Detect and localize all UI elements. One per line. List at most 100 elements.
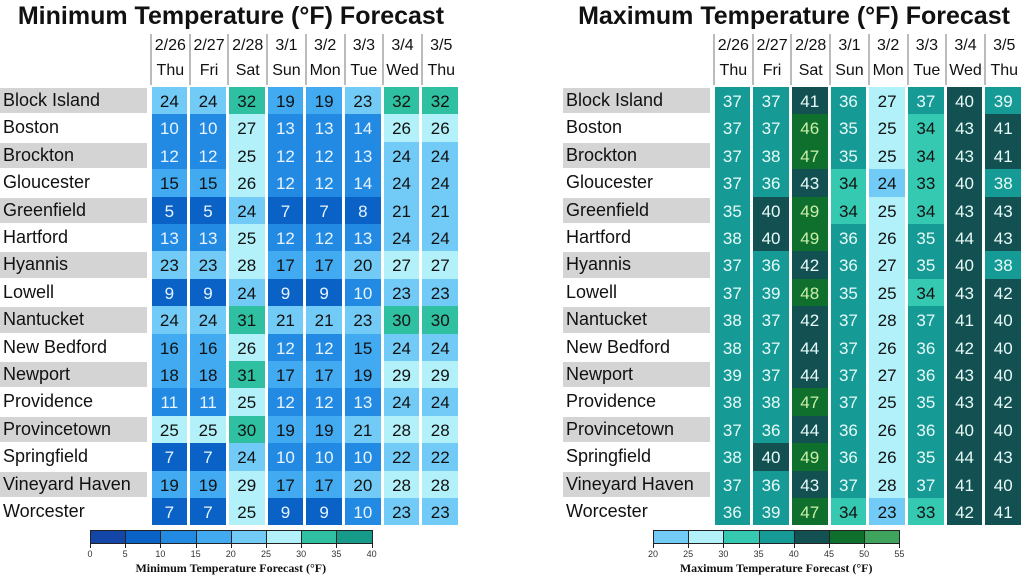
row-label: Providence xyxy=(566,391,657,412)
heatmap-cell: 9 xyxy=(190,278,226,307)
heatmap-cell: 31 xyxy=(228,361,265,389)
row-label: Block Island xyxy=(0,88,147,114)
heatmap-cell: 27 xyxy=(228,114,265,142)
heatmap-cell: 42 xyxy=(985,388,1022,416)
heatmap-cell: 26 xyxy=(383,114,420,142)
heatmap-cell: 37 xyxy=(714,114,751,142)
heatmap-cell: 33 xyxy=(908,169,944,197)
heatmap-cell: 25 xyxy=(869,196,905,224)
heatmap-cell: 30 xyxy=(422,306,459,334)
colorbar-tick xyxy=(266,544,267,548)
heatmap-cell: 13 xyxy=(345,224,381,252)
row-label: Springfield xyxy=(3,446,89,467)
heatmap-cell: 35 xyxy=(830,141,867,170)
heatmap-cell: 8 xyxy=(345,196,381,224)
heatmap-cell: 15 xyxy=(190,169,226,197)
heatmap-cell: 12 xyxy=(306,388,342,416)
heatmap-cell: 39 xyxy=(985,87,1022,115)
colorbar-tick-label: 50 xyxy=(859,549,870,559)
colorbar-segment xyxy=(864,530,901,544)
column-date: 3/1 xyxy=(266,34,305,59)
heatmap-cell: 24 xyxy=(422,388,459,416)
heatmap-cell: 37 xyxy=(908,87,944,115)
heatmap-cell: 40 xyxy=(753,443,789,471)
heatmap-cell: 21 xyxy=(422,196,459,224)
heatmap-cell: 35 xyxy=(908,443,944,471)
column-day: Tue xyxy=(343,59,383,85)
heatmap-cell: 37 xyxy=(714,470,751,498)
heatmap-cell: 38 xyxy=(985,251,1022,279)
heatmap-cell: 36 xyxy=(714,498,751,526)
heatmap-cell: 7 xyxy=(151,498,188,526)
max-temp-panel: Maximum Temperature (°F) Forecast 2/26 Th… xyxy=(563,0,1024,576)
heatmap-cell: 10 xyxy=(190,114,226,142)
row-label: Springfield xyxy=(566,446,652,467)
heatmap-cell: 25 xyxy=(228,141,265,170)
heatmap-cell: 37 xyxy=(830,306,867,334)
heatmap-cell: 19 xyxy=(306,87,342,115)
heatmap-cell: 7 xyxy=(306,196,342,224)
heatmap-cell: 12 xyxy=(267,333,304,361)
heatmap-cell: 41 xyxy=(946,470,983,498)
row-label: Brockton xyxy=(0,142,147,169)
heatmap-cell: 27 xyxy=(869,87,905,115)
heatmap-cell: 19 xyxy=(190,470,226,498)
heatmap-cell: 12 xyxy=(267,224,304,252)
heatmap-cell: 17 xyxy=(267,251,304,279)
row-label: Worcester xyxy=(3,501,85,521)
column-date: 2/27 xyxy=(188,34,228,59)
heatmap-cell: 43 xyxy=(946,278,983,307)
heatmap-cell: 24 xyxy=(422,141,459,170)
heatmap-cell: 44 xyxy=(946,224,983,252)
heatmap-cell: 40 xyxy=(985,361,1022,389)
heatmap-cell: 23 xyxy=(422,278,459,307)
row-label: Hartford xyxy=(566,227,632,247)
heatmap-cell: 10 xyxy=(151,114,188,142)
colorbar-segment xyxy=(723,530,760,544)
heatmap-cell: 44 xyxy=(791,361,828,389)
heatmap-cell: 27 xyxy=(869,251,905,279)
column-day: Thu xyxy=(983,59,1023,85)
heatmap-cell: 12 xyxy=(190,141,226,170)
heatmap-cell: 23 xyxy=(869,498,905,526)
heatmap-cell: 9 xyxy=(306,278,342,307)
heatmap-cell: 38 xyxy=(753,388,789,416)
heatmap-cell: 5 xyxy=(151,196,188,224)
heatmap-cell: 37 xyxy=(714,141,751,170)
heatmap-cell: 36 xyxy=(753,470,789,498)
row-label: Hyannis xyxy=(563,252,710,278)
colorbar-tick xyxy=(195,544,197,548)
heatmap-cell: 23 xyxy=(383,278,420,307)
column-date: 2/27 xyxy=(751,34,791,59)
heatmap-cell: 23 xyxy=(345,306,381,334)
heatmap-cell: 37 xyxy=(714,251,751,279)
heatmap-cell: 26 xyxy=(869,333,905,361)
colorbar-tick-label: 0 xyxy=(87,549,93,559)
heatmap-cell: 7 xyxy=(190,498,226,526)
row-label: Brockton xyxy=(563,142,710,169)
heatmap-cell: 25 xyxy=(228,498,265,526)
colorbar-tick xyxy=(230,544,232,548)
colorbar-segment xyxy=(688,530,725,544)
heatmap-cell: 27 xyxy=(422,251,459,279)
heatmap-cell: 26 xyxy=(869,443,905,471)
heatmap-cell: 37 xyxy=(908,470,944,498)
row-label: New Bedford xyxy=(3,336,108,357)
colorbar-segment xyxy=(160,530,197,544)
colorbar-tick xyxy=(864,544,866,548)
heatmap-cell: 22 xyxy=(422,443,459,471)
heatmap-cell: 35 xyxy=(830,114,867,142)
heatmap-cell: 10 xyxy=(345,278,381,307)
heatmap-cell: 25 xyxy=(869,141,905,170)
heatmap-cell: 35 xyxy=(908,388,944,416)
colorbar-tick xyxy=(125,544,127,548)
heatmap-cell: 31 xyxy=(228,306,265,334)
heatmap-cell: 7 xyxy=(190,443,226,471)
heatmap-cell: 24 xyxy=(151,306,188,334)
heatmap-cell: 40 xyxy=(946,169,983,197)
heatmap-cell: 18 xyxy=(151,361,188,389)
heatmap-cell: 9 xyxy=(267,278,304,307)
colorbar-segment xyxy=(829,530,866,544)
heatmap-cell: 37 xyxy=(753,114,789,142)
colorbar-tick xyxy=(160,544,162,548)
